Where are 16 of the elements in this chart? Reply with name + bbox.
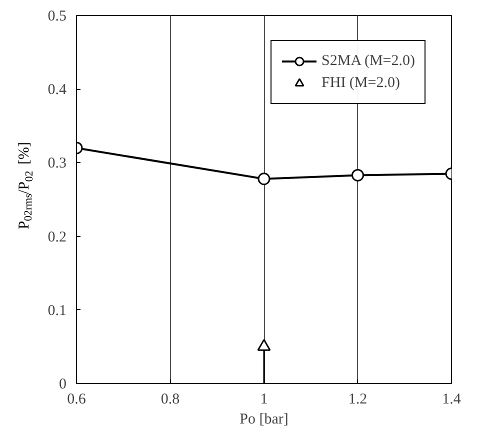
legend-label: S2MA (M=2.0) xyxy=(322,52,415,70)
legend-label: FHI (M=2.0) xyxy=(322,74,400,92)
y-tick-label: 0.5 xyxy=(48,8,66,24)
x-tick-label: 1.2 xyxy=(348,392,368,408)
x-axis-title: Po [bar] xyxy=(240,412,288,428)
x-tick-label: 0.6 xyxy=(67,392,86,408)
y-tick-label: 0.2 xyxy=(48,229,66,246)
y-tick-label: 0.4 xyxy=(48,82,67,98)
y-tick-label: 0.1 xyxy=(48,302,66,319)
y-tick-label: 0.3 xyxy=(48,156,66,172)
y-axis-title: P02rms/P02 [%] xyxy=(16,142,36,230)
y-tick-label: 0 xyxy=(59,376,66,392)
x-tick-label: 1.4 xyxy=(442,392,462,408)
x-tick-label: 1 xyxy=(260,392,268,408)
x-tick-label: 0.8 xyxy=(160,392,180,408)
point xyxy=(257,339,271,351)
